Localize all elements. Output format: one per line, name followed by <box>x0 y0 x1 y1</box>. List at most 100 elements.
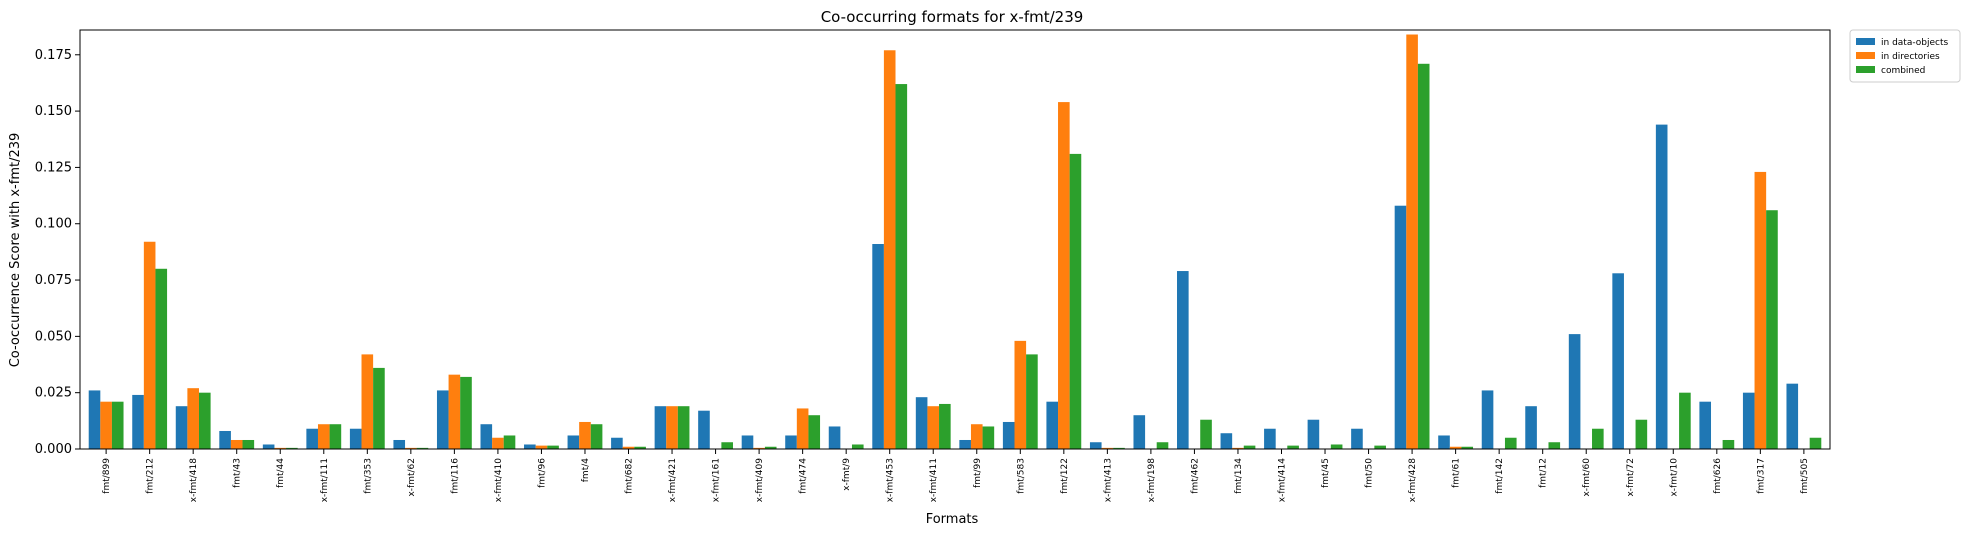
x-tick-label: fmt/134 <box>1234 458 1244 494</box>
bar <box>698 410 710 449</box>
bar <box>721 442 733 449</box>
x-tick-label: fmt/12 <box>1539 458 1549 488</box>
x-tick-label: fmt/462 <box>1190 458 1200 494</box>
bar <box>1655 124 1668 450</box>
x-tick-label: x-fmt/411 <box>929 458 939 502</box>
x-tick-label: fmt/96 <box>537 458 547 488</box>
x-tick-label: fmt/682 <box>625 458 635 494</box>
bar <box>100 401 112 449</box>
x-tick-label: fmt/4 <box>581 458 591 482</box>
y-tick-label: 0.150 <box>35 104 72 119</box>
bar <box>88 390 101 449</box>
bar <box>503 435 516 449</box>
bar <box>143 241 156 449</box>
x-tick-label: x-fmt/414 <box>1277 458 1287 503</box>
bar <box>1002 421 1015 449</box>
x-tick-label: fmt/99 <box>973 458 983 488</box>
y-axis-label: Co-occurrence Score with x-fmt/239 <box>8 133 23 368</box>
bar <box>286 447 298 449</box>
bar <box>1101 447 1114 449</box>
x-tick-label: fmt/583 <box>1016 458 1026 494</box>
x-tick-label: fmt/317 <box>1756 458 1766 494</box>
bar <box>132 394 144 449</box>
bar <box>436 390 449 449</box>
bar <box>1351 428 1363 449</box>
bar <box>567 435 580 449</box>
bar <box>764 446 777 449</box>
bar <box>306 428 318 449</box>
bar <box>1438 435 1450 449</box>
x-tick-label: x-fmt/409 <box>755 458 765 503</box>
x-tick-label: fmt/212 <box>146 458 156 494</box>
bar <box>492 437 504 449</box>
x-tick-label: fmt/626 <box>1713 458 1723 494</box>
bar <box>1754 171 1767 450</box>
bar <box>155 268 168 449</box>
bar <box>982 426 995 449</box>
x-tick-label: fmt/899 <box>102 458 112 494</box>
y-tick-label: 0.175 <box>35 48 72 63</box>
bar <box>1046 401 1059 449</box>
bar <box>796 408 809 449</box>
bar <box>349 428 362 449</box>
bar <box>1809 437 1822 449</box>
x-tick-label: x-fmt/10 <box>1669 458 1679 497</box>
bar <box>1307 419 1320 449</box>
bar <box>872 244 884 449</box>
x-tick-label: fmt/122 <box>1060 458 1070 494</box>
x-tick-label: fmt/116 <box>450 458 460 494</box>
bar <box>1058 102 1070 449</box>
bar <box>460 376 472 449</box>
legend-swatch <box>1856 38 1875 45</box>
bar <box>1374 445 1386 449</box>
x-tick-label: x-fmt/198 <box>1147 458 1157 503</box>
bar <box>1394 205 1407 449</box>
bar <box>1026 354 1038 449</box>
y-tick-label: 0.000 <box>35 442 72 457</box>
x-tick-label: fmt/474 <box>799 458 809 494</box>
x-tick-label: x-fmt/60 <box>1582 458 1592 497</box>
legend-label: in data-objects <box>1881 38 1948 48</box>
bar <box>317 424 330 449</box>
bar <box>828 426 841 449</box>
bar <box>329 424 342 449</box>
bar <box>1113 447 1125 449</box>
bar <box>970 424 983 449</box>
x-tick-label: x-fmt/161 <box>712 458 722 502</box>
bar <box>111 401 124 449</box>
legend: in data-objects in directories combined <box>1849 29 1961 83</box>
x-tick-label: x-fmt/418 <box>189 458 199 503</box>
y-tick-label: 0.100 <box>35 217 72 232</box>
x-tick-label: fmt/61 <box>1452 458 1462 488</box>
bar <box>1232 447 1244 449</box>
bar <box>1177 271 1189 449</box>
y-tick-label: 0.025 <box>35 386 72 401</box>
bar <box>1220 433 1233 449</box>
bar <box>895 84 908 449</box>
bar <box>634 446 646 449</box>
legend-box <box>1849 29 1961 83</box>
bar <box>1406 34 1418 449</box>
bar <box>535 445 548 449</box>
bar <box>547 445 559 449</box>
x-tick-label: x-fmt/413 <box>1103 458 1113 502</box>
bar <box>1481 390 1494 449</box>
bar <box>851 444 864 449</box>
bar <box>1461 446 1474 449</box>
bar <box>1156 442 1169 449</box>
bar <box>959 439 971 449</box>
bar <box>753 447 765 449</box>
bar <box>524 444 536 449</box>
bar <box>393 439 406 449</box>
y-axis: 0.000 0.025 0.050 0.075 0.100 0.125 0.150 0.175 <box>35 48 80 457</box>
x-tick-label: fmt/50 <box>1365 458 1375 488</box>
bar <box>1679 392 1691 449</box>
bar <box>1200 419 1212 449</box>
x-tick-label: x-fmt/428 <box>1408 458 1418 503</box>
bar <box>448 374 461 449</box>
bar <box>373 367 385 449</box>
x-tick-label: fmt/353 <box>363 458 373 494</box>
bar <box>405 447 417 449</box>
bar <box>1089 442 1102 449</box>
